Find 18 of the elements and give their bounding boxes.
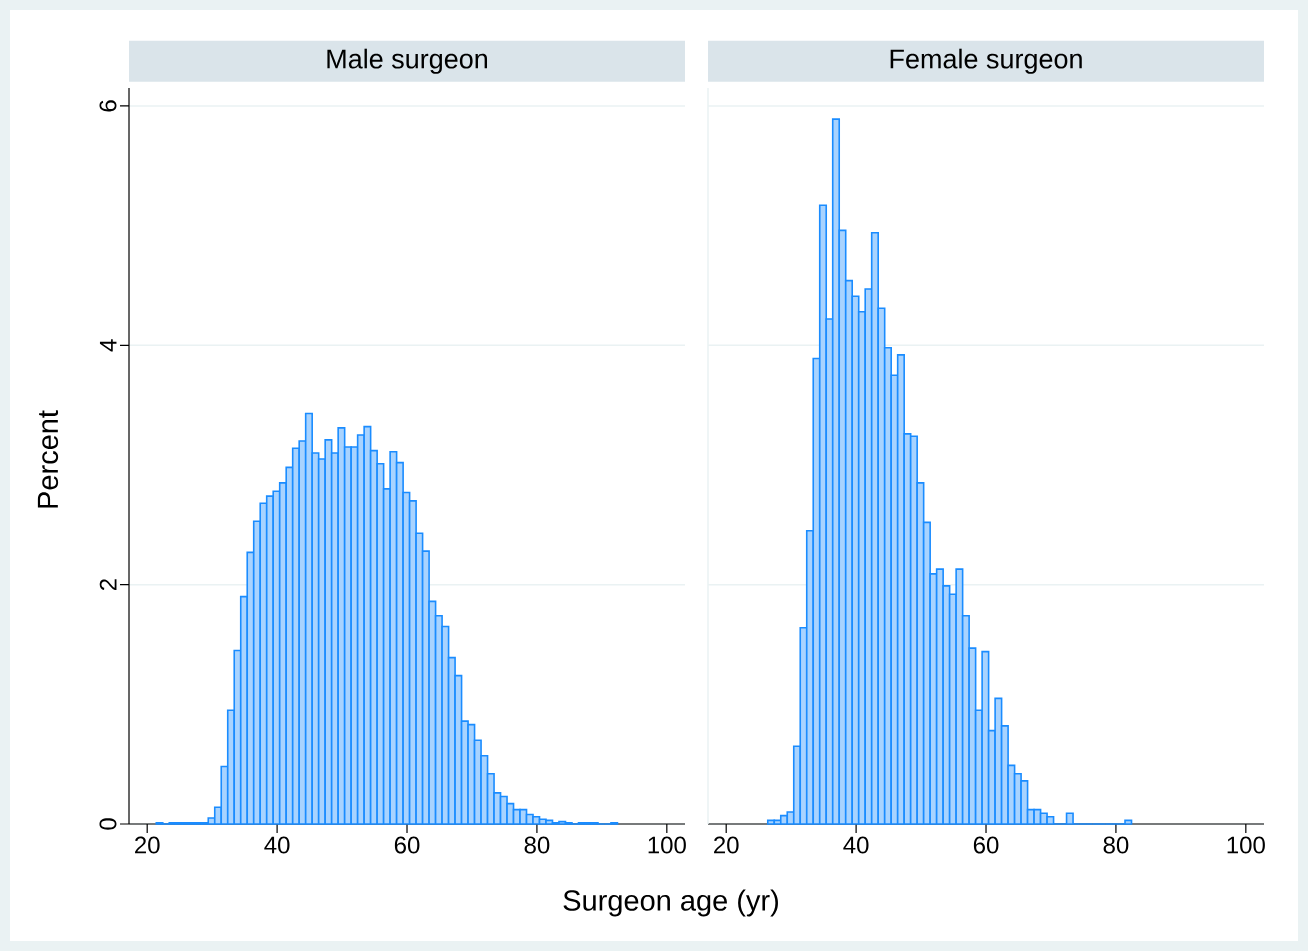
x-tick-label: 100 <box>1227 836 1265 854</box>
x-tick-label: 80 <box>524 836 550 854</box>
x-tick-label: 20 <box>135 836 160 854</box>
y-tick-label: 4 <box>99 339 117 352</box>
chart-title: Female surgeon <box>890 48 1082 74</box>
chart-title: Male surgeon <box>327 48 488 74</box>
x-tick-label: 100 <box>648 836 686 854</box>
x-tick-label: 80 <box>1103 836 1129 854</box>
x-axis-title: Surgeon age (yr) <box>563 889 778 917</box>
x-tick-label: 40 <box>843 836 869 854</box>
x-tick-label: 20 <box>714 836 739 854</box>
x-tick-label: 60 <box>973 836 999 854</box>
y-axis-title: Percent <box>37 410 59 508</box>
x-tick-label: 40 <box>264 836 290 854</box>
x-tick-label: 60 <box>394 836 420 854</box>
y-tick-label: 0 <box>99 818 117 830</box>
y-tick-label: 6 <box>99 100 117 112</box>
y-tick-label: 2 <box>99 579 117 591</box>
